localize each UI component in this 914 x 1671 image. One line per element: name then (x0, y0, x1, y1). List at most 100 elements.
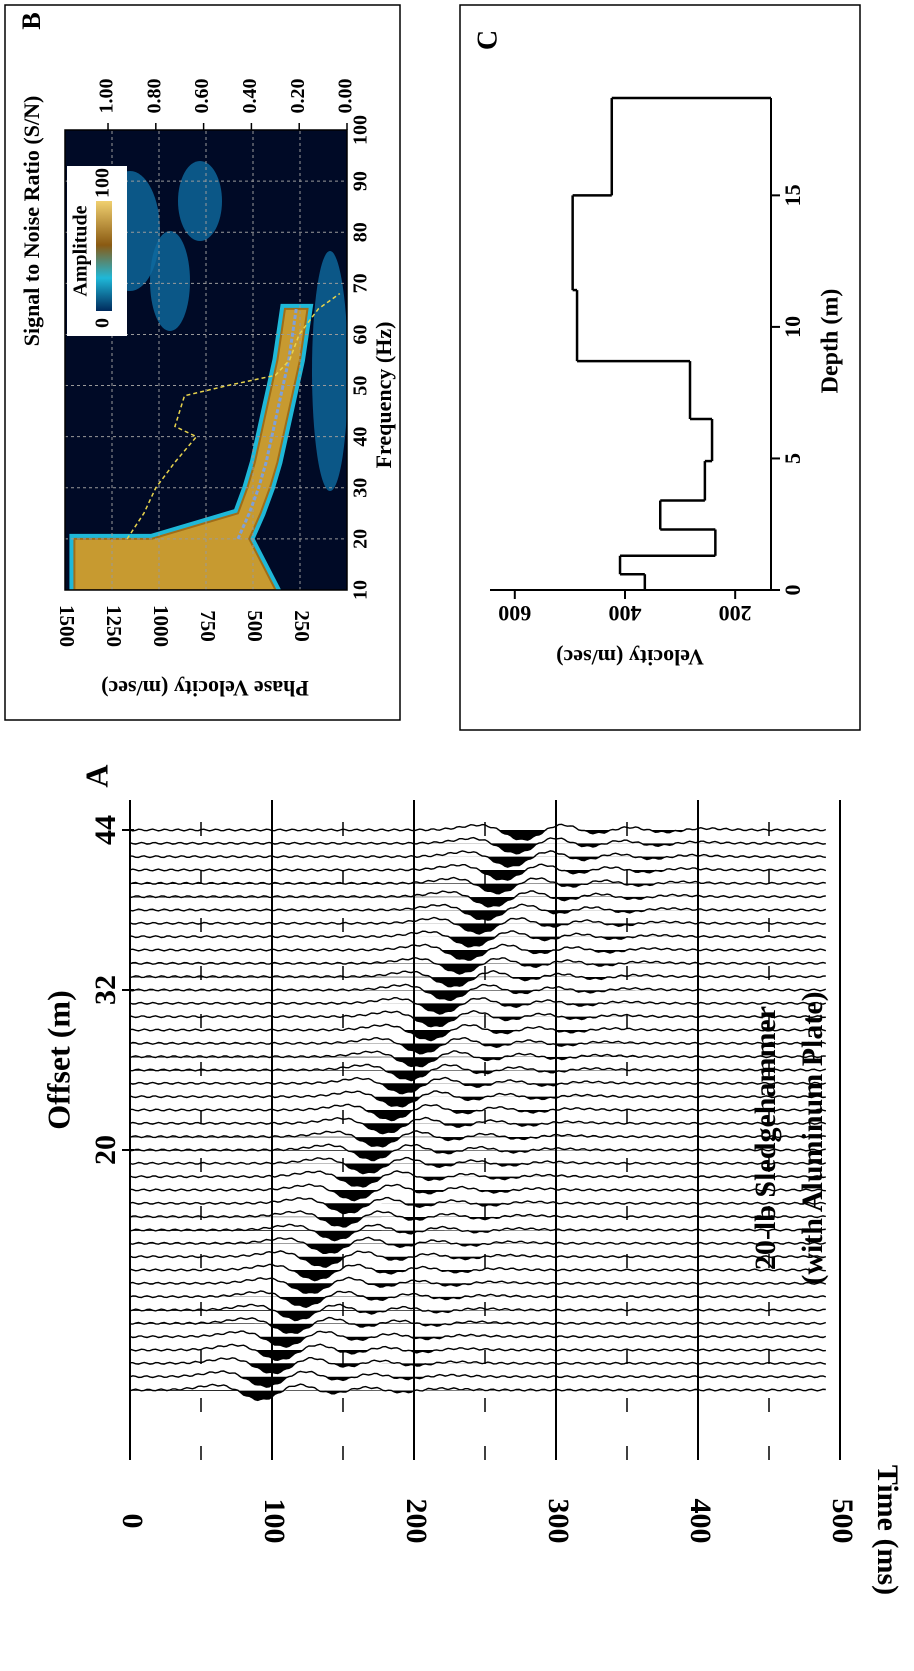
trace-fill (130, 1376, 826, 1388)
trace-fill (130, 1056, 826, 1067)
trace-fill (130, 910, 826, 921)
trace-fill (130, 1150, 826, 1161)
trace-fill (130, 843, 826, 854)
panel-label: C (472, 30, 503, 50)
trace (129, 1023, 827, 1042)
trace (129, 890, 826, 908)
trace-fill (130, 1123, 826, 1134)
trace (129, 1263, 826, 1282)
x-tick-label: 5 (780, 453, 805, 464)
colorbar-tick-label: 0 (92, 318, 114, 328)
panel-label: B (17, 12, 46, 29)
x-tick-label: 0 (780, 585, 805, 596)
trace (129, 1116, 827, 1135)
trace-fill (130, 1070, 826, 1081)
y-tick-label: 750 (196, 610, 220, 642)
trace-fill (130, 870, 826, 881)
trace (129, 1143, 826, 1162)
y-tick-label: 200 (719, 601, 752, 626)
trace (129, 1009, 826, 1028)
trace (129, 1103, 826, 1122)
panel-b-frame (4, 4, 401, 721)
annotation: 20-lb Sledgehammer (749, 1006, 782, 1270)
annotation: (with Aluminum Plate) (796, 991, 829, 1284)
trace (129, 903, 827, 921)
trace (129, 1250, 826, 1268)
x-tick-label: 44 (89, 815, 122, 845)
trace (129, 956, 826, 975)
trace (129, 1090, 826, 1108)
trace-fill (130, 1110, 826, 1121)
trace (129, 1383, 826, 1402)
trace-fill (130, 856, 826, 868)
trace (129, 1156, 827, 1175)
y-tick-label: 400 (608, 601, 641, 626)
trace-fill (130, 1296, 826, 1308)
x-tick-label: 20 (350, 529, 372, 549)
trace-fill (130, 830, 826, 841)
y-axis-label: Time (ms) (871, 1465, 904, 1595)
trace-fill (130, 1163, 826, 1174)
y-tick-label: 1000 (149, 605, 173, 647)
trace-fill (130, 1270, 826, 1281)
panel-label: A (78, 764, 114, 787)
x-tick-label: 32 (89, 975, 122, 1005)
x-tick-label: 80 (350, 222, 372, 242)
y-tick-label: 500 (243, 610, 267, 642)
trace (129, 943, 827, 961)
energy-blob (312, 251, 347, 491)
trace-fill (130, 1310, 826, 1321)
trace (129, 1276, 827, 1294)
x-tick-label: 100 (350, 115, 372, 145)
trace (130, 1063, 827, 1082)
y-tick-label: 300 (542, 1499, 575, 1544)
trace (129, 863, 827, 881)
trace-fill (130, 1363, 826, 1374)
x-tick-label: 60 (350, 324, 372, 344)
x-tick-label: 10 (350, 580, 372, 600)
x-tick-label: 90 (350, 171, 372, 191)
y-tick-label: 600 (498, 601, 531, 626)
x-tick-label: 15 (780, 184, 805, 206)
y2-axis-label: Signal to Noise Ratio (S/N) (19, 96, 44, 347)
trace-fill (130, 1043, 826, 1054)
trace (129, 1196, 827, 1215)
x-axis-label: Frequency (Hz) (371, 322, 396, 469)
panel-c-frame (459, 4, 861, 731)
trace-fill (130, 1350, 826, 1361)
trace-fill (130, 1083, 826, 1094)
trace (129, 1236, 827, 1254)
y2-tick-label: 0.40 (239, 79, 261, 114)
x-tick-label: 50 (350, 376, 372, 396)
energy-blob (178, 161, 222, 241)
trace (129, 1036, 827, 1055)
trace (129, 930, 826, 948)
y-tick-label: 100 (258, 1499, 291, 1544)
y2-tick-label: 1.00 (96, 79, 118, 114)
trace (129, 1183, 826, 1202)
y-tick-label: 200 (400, 1499, 433, 1544)
trace (129, 969, 826, 988)
trace-fill (130, 950, 826, 961)
trace (129, 1170, 826, 1188)
trace (129, 1130, 826, 1148)
trace (129, 1343, 826, 1362)
trace-fill (130, 936, 826, 947)
plot-frame (64, 129, 348, 591)
trace-fill (130, 1176, 826, 1187)
y2-tick-label: 0.60 (191, 79, 213, 114)
trace-fill (130, 1190, 826, 1201)
trace (129, 1290, 827, 1309)
trace (129, 1316, 827, 1334)
trace (129, 916, 826, 935)
trace (129, 1370, 827, 1388)
trace-fill (130, 1390, 826, 1401)
y2-tick-label: 0.20 (287, 79, 309, 114)
x-tick-label: 30 (350, 478, 372, 498)
x-tick-label: 40 (350, 427, 372, 447)
x-tick-label: 70 (350, 273, 372, 293)
trace-fill (130, 1283, 826, 1294)
